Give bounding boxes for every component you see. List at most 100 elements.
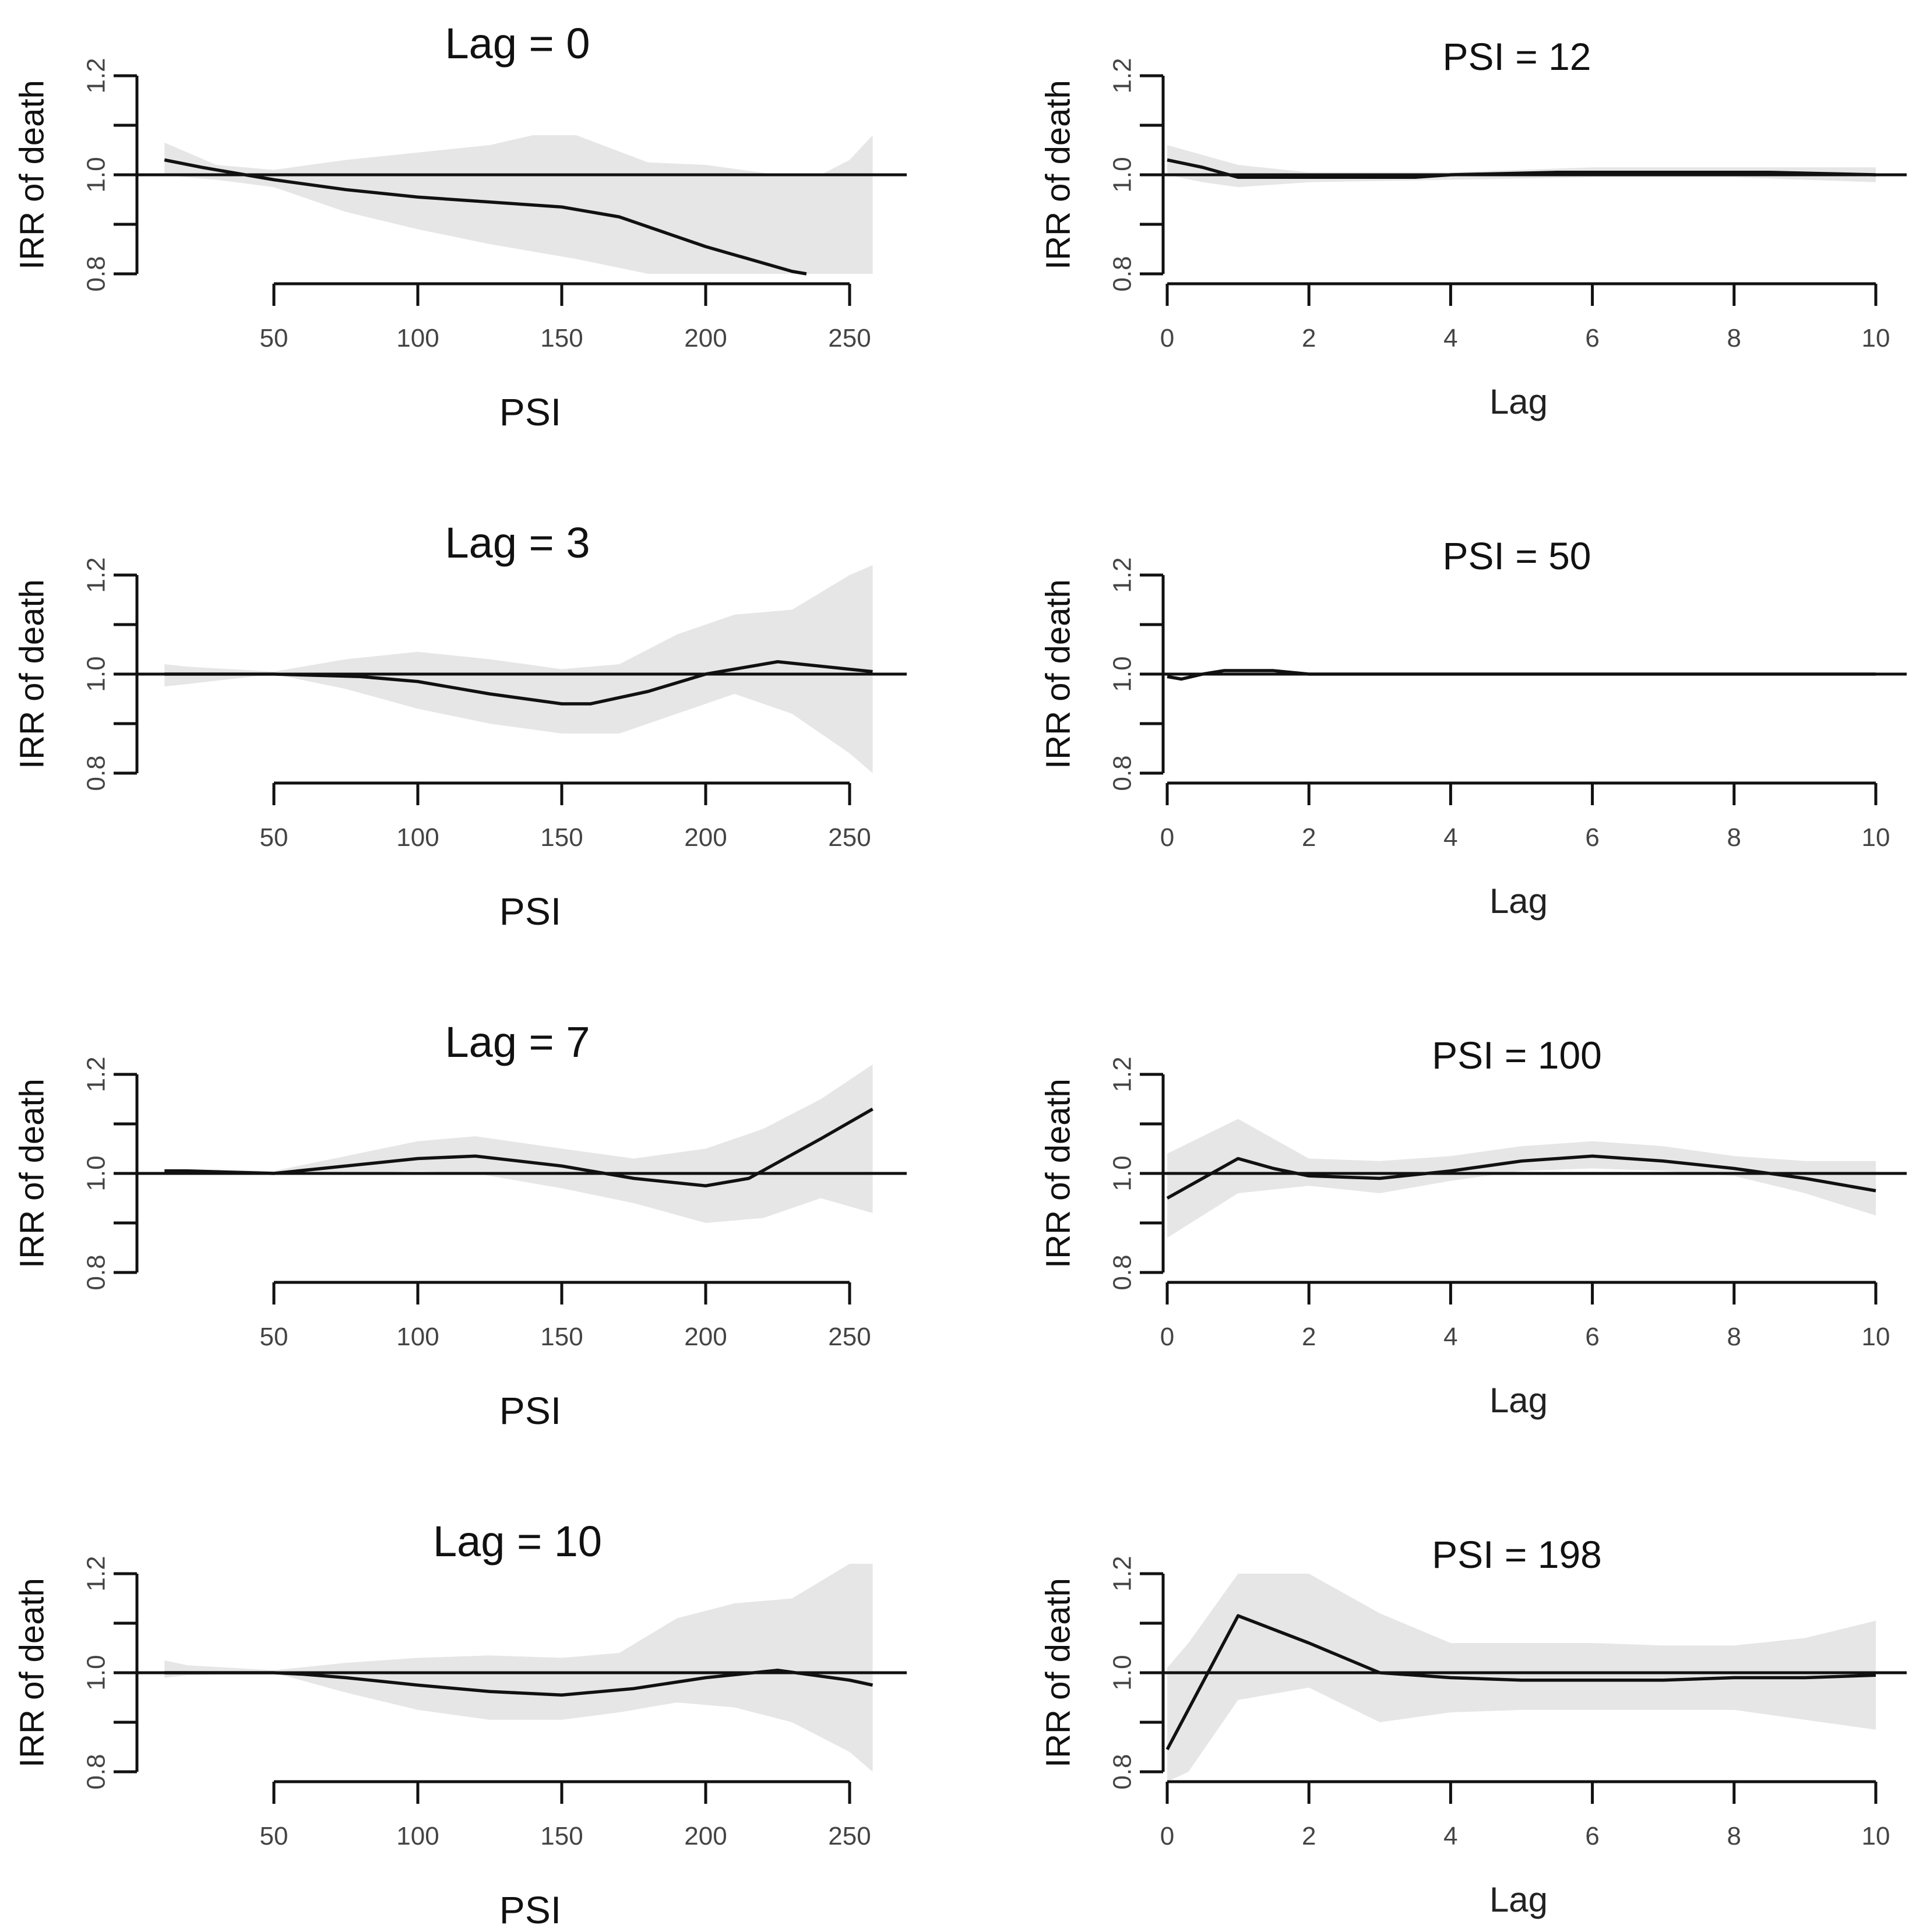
x-tick-label: 8 <box>1727 324 1741 352</box>
estimate-line <box>1165 1614 1876 1751</box>
x-axis-label: Lag <box>1489 1381 1548 1420</box>
x-tick-label: 0 <box>1160 823 1174 852</box>
estimate-line <box>164 1669 874 1697</box>
y-axis-label: IRR of death <box>13 579 51 769</box>
panel-1: 0.8 1.0 1.2 IRR of death 50 100 150 200 250 PSI La… <box>13 19 907 433</box>
y-tick-label: 0.8 <box>82 1254 111 1290</box>
y-tick-label: 1.2 <box>1108 58 1137 93</box>
estimate-line <box>164 1108 874 1187</box>
x-tick-label: 0 <box>1160 1323 1174 1351</box>
x-tick-label: 250 <box>828 1822 871 1850</box>
x-tick-label: 8 <box>1727 1323 1741 1351</box>
y-tick-label: 1.0 <box>82 1655 111 1690</box>
panel-title: Lag = 7 <box>445 1018 590 1066</box>
x-tick-label: 100 <box>396 1822 439 1850</box>
confidence-band <box>1167 1119 1876 1238</box>
confidence-band <box>1167 1574 1876 1782</box>
y-tick-label: 0.8 <box>1108 755 1137 791</box>
y-axis-label: IRR of death <box>1040 80 1077 270</box>
x-tick-label: 250 <box>828 324 871 352</box>
x-tick-label: 150 <box>540 1323 583 1351</box>
panel-3: 0.8 1.0 1.2 IRR of death 50 100 150 200 250 PSI La… <box>13 519 907 933</box>
confidence-band <box>1167 145 1876 188</box>
x-tick-label: 6 <box>1585 823 1599 852</box>
y-tick-label: 0.8 <box>1108 1754 1137 1789</box>
estimate-line <box>1167 158 1876 179</box>
x-tick-label: 2 <box>1302 1323 1316 1351</box>
x-tick-label: 200 <box>684 324 727 352</box>
y-tick-label: 1.0 <box>1108 1655 1137 1690</box>
x-tick-label: 10 <box>1862 823 1890 852</box>
x-tick-label: 2 <box>1302 1822 1316 1850</box>
x-tick-label: 100 <box>396 1323 439 1351</box>
x-tick-label: 4 <box>1443 1323 1457 1351</box>
x-tick-label: 50 <box>260 1323 288 1351</box>
x-tick-label: 0 <box>1160 1822 1174 1850</box>
y-tick-label: 0.8 <box>1108 1254 1137 1290</box>
x-tick-label: 4 <box>1443 1822 1457 1850</box>
y-tick-label: 1.0 <box>82 1155 111 1191</box>
confidence-band <box>164 565 873 773</box>
x-tick-label: 100 <box>396 324 439 352</box>
y-axis-label: IRR of death <box>1040 579 1077 769</box>
x-tick-label: 0 <box>1160 324 1174 352</box>
y-tick-label: 1.2 <box>82 557 111 593</box>
panel-4: 0.8 1.0 1.2 IRR of death 0 2 4 6 8 10 Lag PSI = 50 <box>1040 534 1907 921</box>
panel-5: 0.8 1.0 1.2 IRR of death 50 100 150 200 250 PSI La… <box>13 1018 907 1432</box>
panel-title: PSI = 50 <box>1442 534 1591 577</box>
x-tick-label: 50 <box>260 1822 288 1850</box>
x-tick-label: 200 <box>684 1822 727 1850</box>
estimate-line <box>164 660 873 706</box>
y-tick-label: 0.8 <box>82 755 111 791</box>
y-tick-label: 0.8 <box>82 256 111 291</box>
y-axis-label: IRR of death <box>13 1578 51 1768</box>
x-tick-label: 50 <box>260 823 288 852</box>
x-axis-label: PSI <box>499 1888 561 1931</box>
y-tick-label: 1.2 <box>1108 1056 1137 1092</box>
x-tick-label: 100 <box>396 823 439 852</box>
y-tick-label: 1.0 <box>1108 157 1137 192</box>
y-tick-label: 1.2 <box>1108 1556 1137 1591</box>
x-tick-label: 10 <box>1862 1323 1890 1351</box>
confidence-band <box>164 1064 873 1223</box>
y-tick-label: 1.2 <box>1108 557 1137 593</box>
panel-8: 0.8 1.0 1.2 IRR of death 0 2 4 6 8 10 Lag PSI = 198 <box>1040 1533 1907 1919</box>
y-tick-label: 1.0 <box>1108 656 1137 692</box>
panel-title: Lag = 3 <box>445 519 590 567</box>
y-tick-label: 1.2 <box>82 1056 111 1092</box>
y-axis-label: IRR of death <box>13 1078 51 1268</box>
x-axis-label: PSI <box>499 1389 561 1432</box>
x-tick-label: 8 <box>1727 823 1741 852</box>
panel-title: PSI = 100 <box>1432 1034 1602 1077</box>
y-tick-label: 1.2 <box>82 58 111 93</box>
y-tick-label: 0.8 <box>1108 256 1137 291</box>
y-axis-label: IRR of death <box>1040 1078 1077 1268</box>
x-tick-label: 150 <box>540 324 583 352</box>
panel-7: 0.8 1.0 1.2 IRR of death 50 100 150 200 250 PSI La… <box>13 1517 907 1931</box>
x-tick-label: 2 <box>1302 324 1316 352</box>
x-axis-label: PSI <box>499 890 561 933</box>
x-axis-label: Lag <box>1489 382 1548 421</box>
estimate-line <box>164 158 807 276</box>
x-axis-label: PSI <box>499 390 561 433</box>
x-tick-label: 2 <box>1302 823 1316 852</box>
estimate-line <box>1167 669 1876 681</box>
y-tick-label: 0.8 <box>82 1754 111 1789</box>
x-tick-label: 150 <box>540 1822 583 1850</box>
x-tick-label: 150 <box>540 823 583 852</box>
x-axis-label: Lag <box>1489 882 1548 921</box>
y-tick-label: 1.0 <box>82 157 111 192</box>
x-tick-label: 10 <box>1862 1822 1890 1850</box>
x-tick-label: 200 <box>684 823 727 852</box>
y-tick-label: 1.2 <box>82 1556 111 1591</box>
y-tick-label: 1.0 <box>82 656 111 692</box>
panel-2: 0.8 1.0 1.2 IRR of death 0 2 4 6 8 10 Lag PSI = 12 <box>1040 35 1907 421</box>
x-tick-label: 50 <box>260 324 288 352</box>
x-tick-label: 4 <box>1443 324 1457 352</box>
x-tick-label: 6 <box>1585 1822 1599 1850</box>
x-tick-label: 6 <box>1585 324 1599 352</box>
x-axis-label: Lag <box>1489 1880 1548 1919</box>
panel-6: 0.8 1.0 1.2 IRR of death 0 2 4 6 8 10 Lag PSI = 100 <box>1040 1034 1907 1420</box>
x-tick-label: 4 <box>1443 823 1457 852</box>
